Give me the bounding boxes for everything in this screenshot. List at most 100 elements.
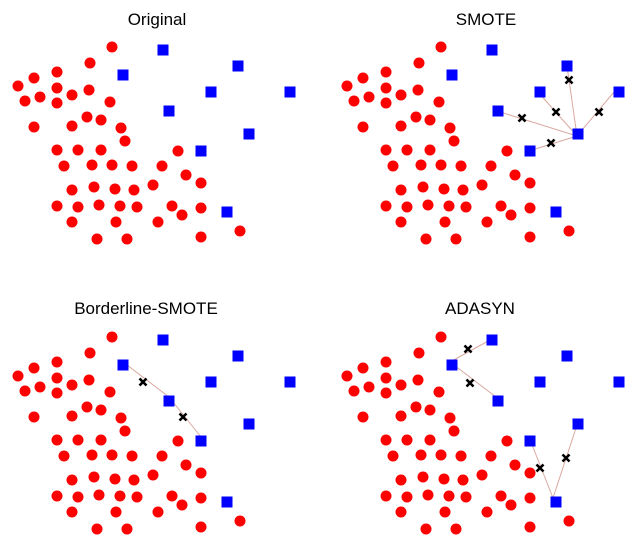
synthetic-point — [594, 107, 604, 117]
majority-point — [422, 199, 434, 211]
majority-point — [501, 145, 513, 157]
majority-point — [357, 121, 369, 133]
majority-point — [195, 202, 207, 214]
majority-point — [450, 523, 462, 535]
majority-point — [395, 120, 407, 132]
majority-point — [422, 489, 434, 501]
minority-point — [284, 86, 296, 98]
minority-point — [561, 60, 573, 72]
synthetic-point — [463, 344, 473, 354]
majority-point — [433, 386, 445, 398]
minority-point — [117, 69, 129, 81]
majority-point — [505, 209, 517, 221]
majority-point — [66, 184, 78, 196]
majority-point — [51, 66, 63, 78]
majority-point — [395, 474, 407, 486]
majority-point — [481, 216, 493, 228]
borderline-smote-majority-points — [12, 331, 246, 535]
majority-point — [86, 159, 98, 171]
minority-point — [492, 395, 504, 407]
majority-point — [51, 372, 63, 384]
majority-point — [34, 381, 46, 393]
majority-point — [126, 450, 138, 462]
majority-point — [131, 491, 143, 503]
majority-point — [417, 471, 429, 483]
majority-point — [83, 84, 95, 96]
majority-point — [195, 231, 207, 243]
majority-point — [413, 347, 425, 359]
majority-point — [88, 181, 100, 193]
majority-point — [435, 449, 447, 461]
majority-point — [476, 469, 488, 481]
majority-point — [380, 387, 392, 399]
majority-point — [395, 410, 407, 422]
majority-point — [66, 120, 78, 132]
minority-point — [157, 44, 169, 56]
majority-point — [166, 200, 178, 212]
minority-point — [486, 44, 498, 56]
majority-point — [363, 381, 375, 393]
minority-point — [446, 69, 458, 81]
borderline-smote-links — [122, 361, 202, 438]
borderline-smote-synthetic-points — [138, 377, 188, 422]
majority-point — [412, 374, 424, 386]
majority-point — [95, 144, 107, 156]
majority-point — [51, 356, 63, 368]
majority-point — [348, 385, 360, 397]
majority-point — [172, 145, 184, 157]
panel-title-smote: SMOTE — [456, 10, 516, 29]
minority-point — [613, 86, 625, 98]
majority-point — [485, 160, 497, 172]
majority-point — [156, 160, 168, 172]
majority-point — [450, 233, 462, 245]
minority-point — [446, 359, 458, 371]
majority-point — [66, 216, 78, 228]
majority-point — [106, 159, 118, 171]
majority-point — [401, 144, 413, 156]
minority-point — [613, 376, 625, 388]
majority-point — [114, 490, 126, 502]
majority-point — [395, 506, 407, 518]
majority-point — [176, 499, 188, 511]
majority-point — [501, 435, 513, 447]
majority-point — [106, 331, 118, 343]
majority-point — [84, 57, 96, 69]
majority-point — [28, 72, 40, 84]
majority-point — [72, 434, 84, 446]
majority-point — [115, 122, 127, 134]
panel-title-borderline-smote: Borderline-SMOTE — [74, 299, 218, 318]
majority-point — [72, 491, 84, 503]
majority-point — [438, 473, 450, 485]
majority-point — [401, 434, 413, 446]
majority-point — [28, 121, 40, 133]
majority-point — [481, 506, 493, 518]
majority-point — [433, 96, 445, 108]
majority-point — [110, 506, 122, 518]
majority-point — [412, 84, 424, 96]
majority-point — [121, 233, 133, 245]
majority-point — [505, 499, 517, 511]
majority-point — [413, 57, 425, 69]
majority-point — [395, 89, 407, 101]
majority-point — [93, 489, 105, 501]
majority-point — [128, 184, 140, 196]
majority-point — [51, 82, 63, 94]
majority-point — [495, 200, 507, 212]
majority-point — [180, 169, 192, 181]
minority-point — [163, 105, 175, 117]
majority-point — [380, 490, 392, 502]
majority-point — [195, 177, 207, 189]
majority-point — [380, 82, 392, 94]
majority-point — [410, 401, 422, 413]
minority-point — [195, 145, 207, 157]
majority-point — [348, 95, 360, 107]
minority-point — [284, 376, 296, 388]
majority-point — [438, 183, 450, 195]
majority-point — [435, 159, 447, 171]
minority-point — [524, 145, 536, 157]
majority-point — [93, 199, 105, 211]
majority-point — [66, 89, 78, 101]
majority-point — [109, 183, 121, 195]
majority-point — [380, 144, 392, 156]
